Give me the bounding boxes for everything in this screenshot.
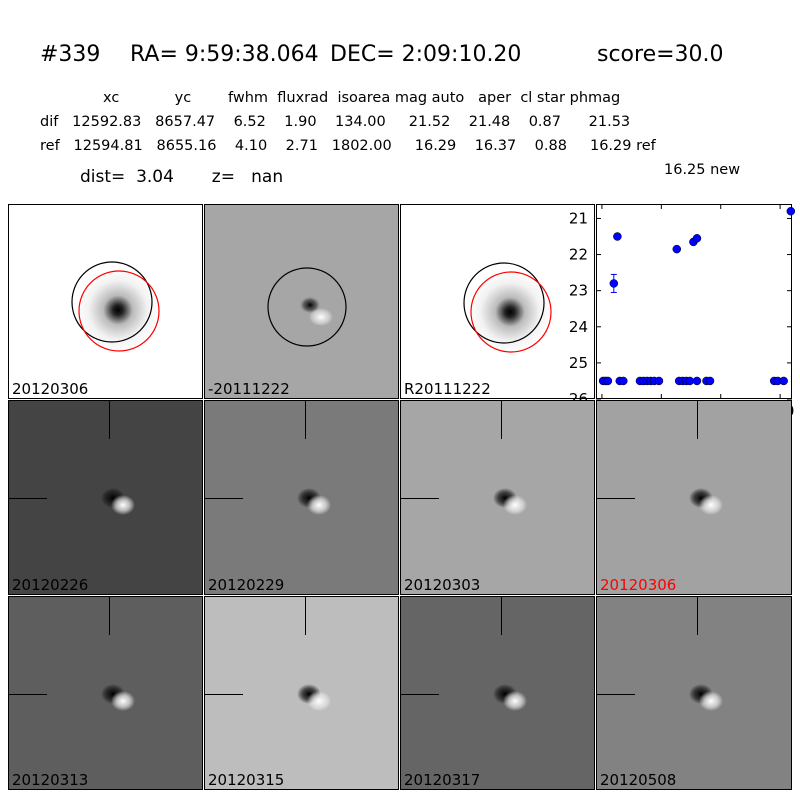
stamp-label: 20120306	[600, 576, 677, 594]
crosshair-horizontal	[9, 694, 47, 695]
crosshair-horizontal	[597, 498, 635, 499]
y-tick-label: 23	[569, 282, 588, 300]
epoch-stamp: 20120306	[596, 400, 792, 595]
stamp-label: 20120315	[208, 771, 285, 789]
crosshair-horizontal	[597, 694, 635, 695]
crosshair-vertical	[109, 597, 110, 635]
crosshair-vertical	[501, 597, 502, 635]
data-point	[672, 244, 682, 254]
crosshair-vertical	[305, 401, 306, 439]
y-tick-label: 24	[569, 318, 588, 336]
crosshair-horizontal	[401, 498, 439, 499]
crosshair-vertical	[697, 401, 698, 439]
data-point	[779, 376, 788, 386]
positive-residual	[111, 495, 135, 515]
ref-aperture-circle	[71, 261, 153, 343]
ra-value: RA= 9:59:38.064	[130, 42, 319, 67]
epoch-stamp: 20120303	[400, 400, 595, 595]
epoch-stamp: 20120226	[8, 400, 203, 595]
dif-row: dif 12592.83 8657.47 6.52 1.90 134.00 21…	[40, 114, 631, 130]
data-point	[613, 232, 622, 241]
stamp-label: 20120226	[12, 576, 89, 594]
data-point	[786, 206, 796, 216]
data-point	[603, 376, 613, 386]
epoch-stamp: 20120229	[204, 400, 399, 595]
dec-value: DEC= 2:09:10.20	[330, 42, 522, 67]
difference-stamp: -20111222	[204, 204, 399, 399]
science-stamp: 20120306	[8, 204, 203, 399]
light-curve-chart: 212223242526050100150	[569, 204, 796, 420]
positive-residual	[309, 308, 333, 326]
data-point	[685, 376, 695, 386]
stamp-label: 20120317	[404, 771, 481, 789]
positive-residual	[307, 691, 331, 711]
epoch-stamp: 20120313	[8, 596, 203, 790]
data-point	[692, 376, 702, 386]
table-header: xc yc fwhm fluxrad isoarea mag auto aper…	[103, 90, 621, 106]
crosshair-vertical	[697, 597, 698, 635]
crosshair-horizontal	[205, 694, 243, 695]
stamp-label: 20120306	[12, 380, 89, 398]
stamp-label: 20120229	[208, 576, 285, 594]
epoch-stamp: 20120508	[596, 596, 792, 790]
stamp-label: 20120303	[404, 576, 481, 594]
aperture-circle	[267, 267, 347, 347]
stamp-label: 20120508	[600, 771, 677, 789]
epoch-stamp: 20120315	[204, 596, 399, 790]
y-tick-label: 25	[569, 354, 588, 372]
positive-residual	[503, 495, 527, 515]
crosshair-horizontal	[9, 498, 47, 499]
candidate-id: #339	[40, 42, 101, 67]
stamp-label: 20120313	[12, 771, 89, 789]
score-value: score=30.0	[597, 42, 724, 67]
positive-residual	[503, 691, 527, 711]
light-curve-panel: 212223242526050100150	[569, 204, 796, 420]
y-tick-label: 21	[569, 209, 588, 227]
plot-frame	[596, 204, 792, 399]
crosshair-vertical	[501, 401, 502, 439]
ref-aperture-circle	[463, 262, 545, 344]
data-point	[609, 279, 619, 288]
data-point	[705, 376, 715, 386]
data-point	[692, 234, 702, 243]
data-point	[619, 376, 628, 386]
positive-residual	[111, 691, 135, 711]
epoch-stamp: 20120317	[400, 596, 595, 790]
crosshair-horizontal	[205, 498, 243, 499]
crosshair-vertical	[109, 401, 110, 439]
dif-aperture-circle	[470, 271, 552, 353]
reference-stamp: R20111222	[400, 204, 595, 399]
source-blob	[468, 270, 552, 354]
positive-residual	[699, 691, 723, 711]
data-point	[654, 376, 664, 386]
stamp-label: R20111222	[404, 380, 491, 398]
y-tick-label: 22	[569, 246, 588, 264]
dist-line: dist= 3.04 z= nan	[80, 167, 284, 187]
positive-residual	[699, 495, 723, 515]
new-mag: 16.25 new	[664, 162, 741, 178]
dif-aperture-circle	[78, 270, 160, 352]
stamp-label: -20111222	[208, 380, 290, 398]
positive-residual	[307, 495, 331, 515]
crosshair-horizontal	[401, 694, 439, 695]
crosshair-vertical	[305, 597, 306, 635]
ref-row: ref 12594.81 8655.16 4.10 2.71 1802.00 1…	[40, 138, 656, 154]
